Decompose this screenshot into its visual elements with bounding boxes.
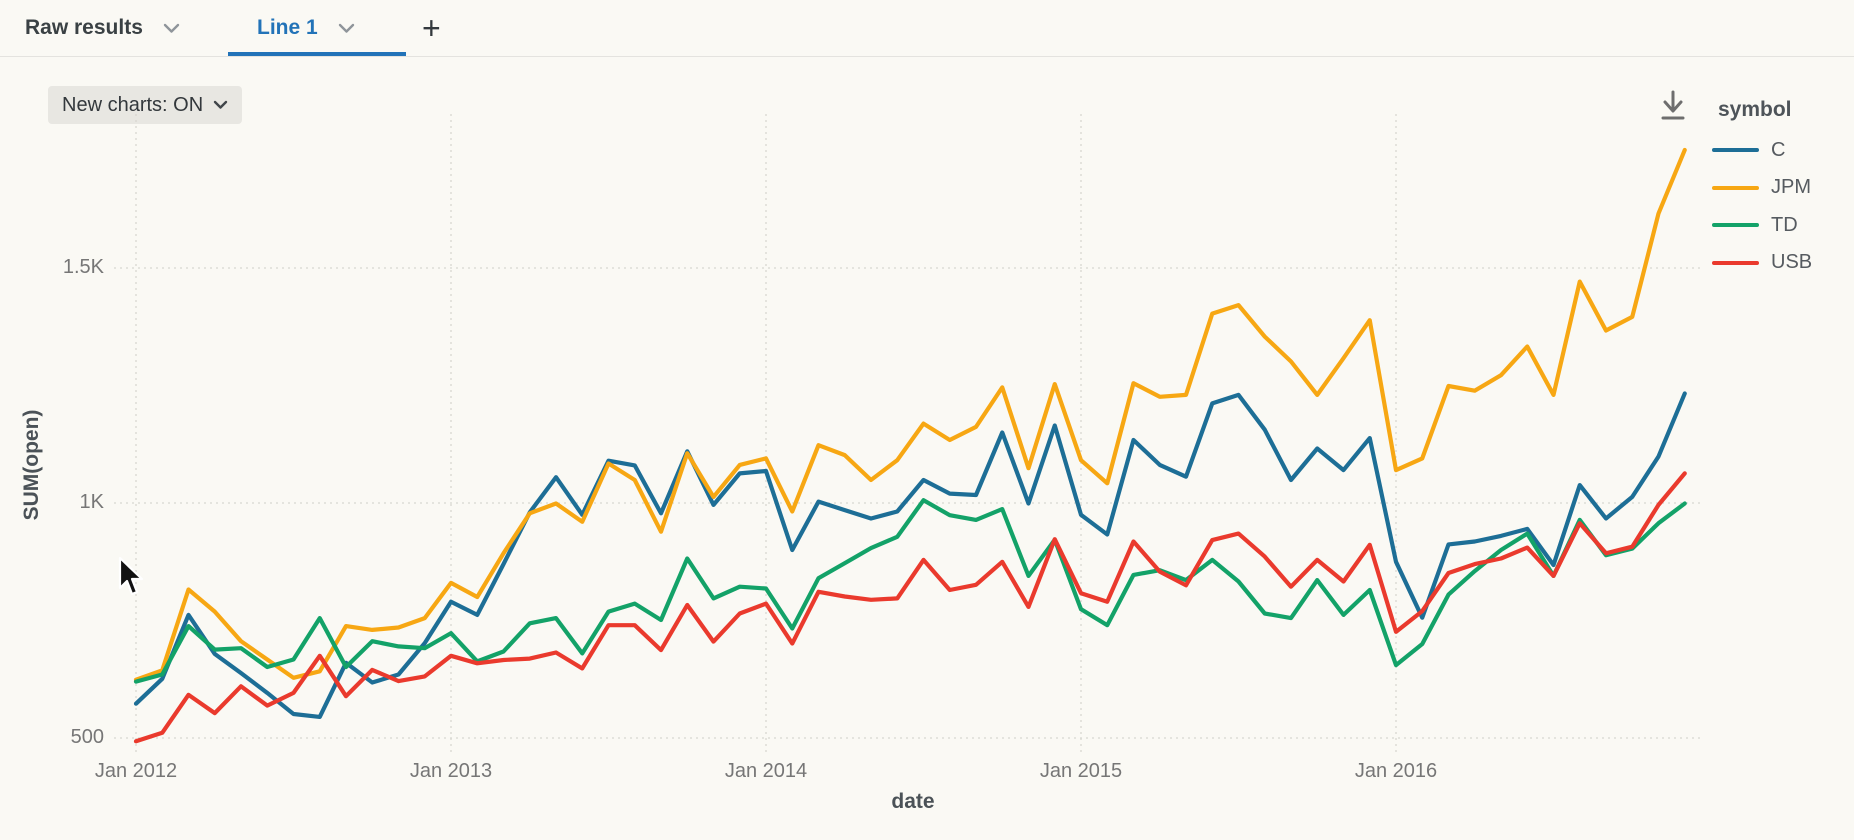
tab-raw-results-label: Raw results: [25, 16, 143, 39]
legend-swatch: [1712, 148, 1759, 152]
chevron-down-icon: [213, 100, 228, 109]
y-tick-label: 500: [70, 726, 104, 748]
y-tick-label: 1K: [79, 491, 104, 513]
plus-icon: +: [422, 10, 441, 46]
tab-raw-results[interactable]: Raw results: [25, 0, 180, 56]
legend-label: C: [1771, 138, 1786, 161]
legend-item-TD[interactable]: TD: [1712, 212, 1798, 238]
active-tab-underline: [228, 52, 406, 56]
chevron-down-icon[interactable]: [163, 0, 180, 56]
legend-swatch: [1712, 185, 1759, 190]
series-line-USB[interactable]: [133, 471, 1687, 744]
legend-swatch: [1712, 223, 1759, 227]
legend-item-USB[interactable]: USB: [1712, 250, 1812, 276]
series-line-JPM[interactable]: [133, 147, 1687, 682]
tab-line-1-label: Line 1: [257, 16, 318, 39]
add-chart-tab-button[interactable]: +: [422, 0, 441, 56]
x-tick-label: Jan 2012: [94, 760, 178, 782]
x-tick-label: Jan 2016: [1354, 760, 1438, 782]
x-tick-label: Jan 2015: [1039, 760, 1123, 782]
legend-label: JPM: [1771, 176, 1811, 198]
legend-item-C[interactable]: C: [1712, 137, 1785, 163]
series-line-TD[interactable]: [133, 498, 1687, 684]
x-tick-label: Jan 2014: [724, 760, 808, 782]
new-charts-label: New charts: ON: [62, 93, 204, 116]
y-axis-title: SUM(open): [20, 409, 43, 521]
legend-label: TD: [1771, 213, 1798, 236]
y-tick-label: 1.5K: [62, 256, 104, 278]
tab-line-1[interactable]: Line 1: [257, 0, 355, 56]
new-charts-toggle[interactable]: New charts: ON: [48, 86, 243, 124]
chart-plot[interactable]: [0, 56, 1854, 840]
x-axis-title: date: [891, 790, 935, 813]
legend-label: USB: [1771, 251, 1813, 273]
x-tick-label: Jan 2013: [409, 760, 493, 782]
legend-swatch: [1712, 260, 1759, 265]
legend-title: symbol: [1718, 98, 1792, 121]
chevron-down-icon[interactable]: [338, 0, 355, 56]
tab-bar: Raw results Line 1 +: [0, 0, 1854, 57]
legend-item-JPM[interactable]: JPM: [1712, 175, 1811, 201]
download-icon[interactable]: [1656, 86, 1690, 131]
